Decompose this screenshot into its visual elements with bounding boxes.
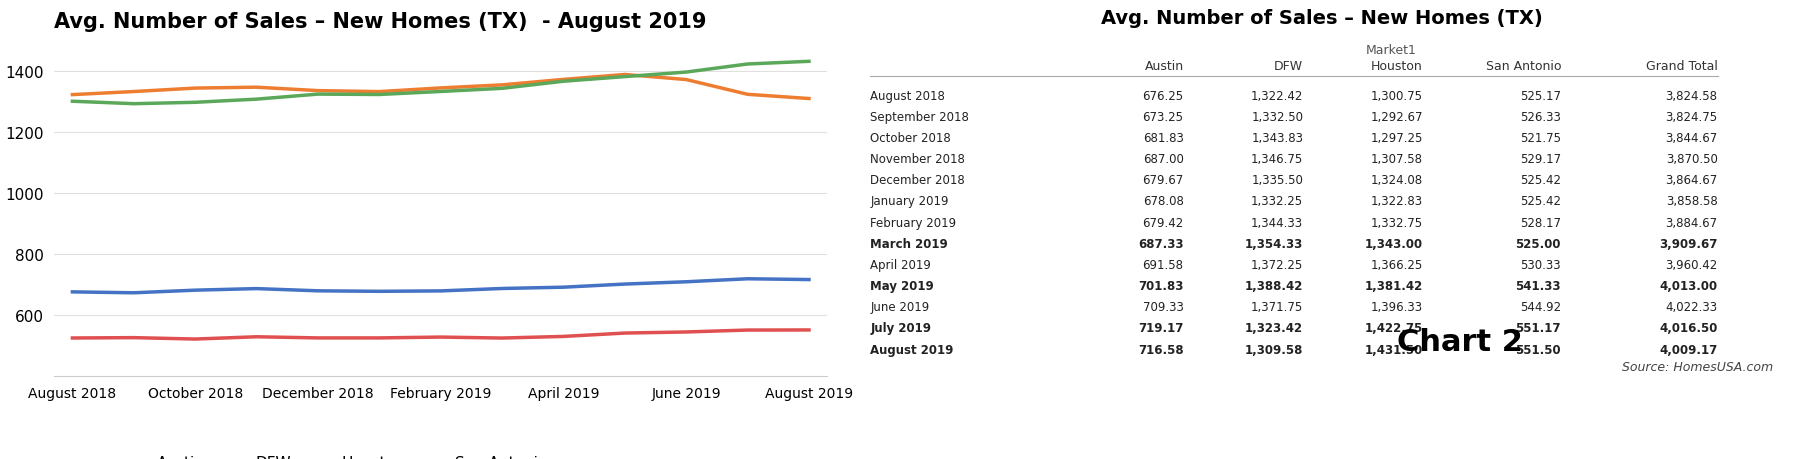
Text: 687.00: 687.00: [1143, 153, 1184, 166]
Text: Houston: Houston: [1372, 60, 1424, 73]
Text: San Antonio: San Antonio: [1485, 60, 1561, 73]
Text: 4,022.33: 4,022.33: [1665, 301, 1717, 313]
Text: January 2019: January 2019: [871, 195, 949, 208]
Text: 719.17: 719.17: [1138, 322, 1184, 335]
Text: 1,422.75: 1,422.75: [1364, 322, 1424, 335]
Text: 525.42: 525.42: [1519, 195, 1561, 208]
Text: 1,396.33: 1,396.33: [1372, 301, 1424, 313]
Text: 1,335.50: 1,335.50: [1251, 174, 1303, 187]
Text: 4,016.50: 4,016.50: [1660, 322, 1717, 335]
Text: 679.67: 679.67: [1143, 174, 1184, 187]
Text: 528.17: 528.17: [1519, 216, 1561, 229]
Text: 3,870.50: 3,870.50: [1665, 153, 1717, 166]
Text: 678.08: 678.08: [1143, 195, 1184, 208]
Text: 3,960.42: 3,960.42: [1665, 258, 1717, 271]
Text: Avg. Number of Sales – New Homes (TX)  - August 2019: Avg. Number of Sales – New Homes (TX) - …: [54, 11, 706, 32]
Text: Source: HomesUSA.com: Source: HomesUSA.com: [1622, 360, 1773, 373]
Text: 4,009.17: 4,009.17: [1660, 343, 1717, 356]
Legend: Austin, DFW, Houston, San Antonio: Austin, DFW, Houston, San Antonio: [115, 449, 554, 459]
Text: June 2019: June 2019: [871, 301, 931, 313]
Text: Grand Total: Grand Total: [1645, 60, 1717, 73]
Text: 1,372.25: 1,372.25: [1251, 258, 1303, 271]
Text: DFW: DFW: [1274, 60, 1303, 73]
Text: 3,858.58: 3,858.58: [1665, 195, 1717, 208]
Text: 1,332.50: 1,332.50: [1251, 111, 1303, 123]
Text: 541.33: 541.33: [1516, 280, 1561, 292]
Text: August 2018: August 2018: [871, 90, 945, 102]
Text: Market1: Market1: [1364, 44, 1417, 56]
Text: 1,322.42: 1,322.42: [1251, 90, 1303, 102]
Text: February 2019: February 2019: [871, 216, 956, 229]
Text: Austin: Austin: [1145, 60, 1184, 73]
Text: 676.25: 676.25: [1143, 90, 1184, 102]
Text: 551.50: 551.50: [1516, 343, 1561, 356]
Text: August 2019: August 2019: [871, 343, 954, 356]
Text: 3,844.67: 3,844.67: [1665, 132, 1717, 145]
Text: 1,343.00: 1,343.00: [1364, 237, 1424, 250]
Text: October 2018: October 2018: [871, 132, 950, 145]
Text: 3,864.67: 3,864.67: [1665, 174, 1717, 187]
Text: 3,884.67: 3,884.67: [1665, 216, 1717, 229]
Text: 679.42: 679.42: [1143, 216, 1184, 229]
Text: 1,309.58: 1,309.58: [1246, 343, 1303, 356]
Text: 525.17: 525.17: [1519, 90, 1561, 102]
Text: 530.33: 530.33: [1521, 258, 1561, 271]
Text: November 2018: November 2018: [871, 153, 965, 166]
Text: 1,332.75: 1,332.75: [1372, 216, 1424, 229]
Text: 1,371.75: 1,371.75: [1251, 301, 1303, 313]
Text: 1,297.25: 1,297.25: [1370, 132, 1424, 145]
Text: 521.75: 521.75: [1519, 132, 1561, 145]
Text: 1,354.33: 1,354.33: [1246, 237, 1303, 250]
Text: 1,292.67: 1,292.67: [1370, 111, 1424, 123]
Text: July 2019: July 2019: [871, 322, 931, 335]
Text: 681.83: 681.83: [1143, 132, 1184, 145]
Text: 673.25: 673.25: [1143, 111, 1184, 123]
Text: 1,346.75: 1,346.75: [1251, 153, 1303, 166]
Text: 1,332.25: 1,332.25: [1251, 195, 1303, 208]
Text: 1,322.83: 1,322.83: [1372, 195, 1424, 208]
Text: 716.58: 716.58: [1138, 343, 1184, 356]
Text: 529.17: 529.17: [1519, 153, 1561, 166]
Text: May 2019: May 2019: [871, 280, 934, 292]
Text: December 2018: December 2018: [871, 174, 965, 187]
Text: September 2018: September 2018: [871, 111, 970, 123]
Text: 525.42: 525.42: [1519, 174, 1561, 187]
Text: 1,300.75: 1,300.75: [1372, 90, 1424, 102]
Text: 701.83: 701.83: [1138, 280, 1184, 292]
Text: March 2019: March 2019: [871, 237, 949, 250]
Text: 3,909.67: 3,909.67: [1660, 237, 1717, 250]
Text: 544.92: 544.92: [1519, 301, 1561, 313]
Text: 1,307.58: 1,307.58: [1372, 153, 1424, 166]
Text: 3,824.58: 3,824.58: [1665, 90, 1717, 102]
Text: 709.33: 709.33: [1143, 301, 1184, 313]
Text: 1,344.33: 1,344.33: [1251, 216, 1303, 229]
Text: 1,366.25: 1,366.25: [1370, 258, 1424, 271]
Text: 1,431.50: 1,431.50: [1364, 343, 1424, 356]
Text: 525.00: 525.00: [1516, 237, 1561, 250]
Text: 1,324.08: 1,324.08: [1372, 174, 1424, 187]
Text: 526.33: 526.33: [1521, 111, 1561, 123]
Text: 687.33: 687.33: [1138, 237, 1184, 250]
Text: 1,388.42: 1,388.42: [1246, 280, 1303, 292]
Text: Avg. Number of Sales – New Homes (TX): Avg. Number of Sales – New Homes (TX): [1102, 9, 1543, 28]
Text: 3,824.75: 3,824.75: [1665, 111, 1717, 123]
Text: 691.58: 691.58: [1143, 258, 1184, 271]
Text: Chart 2: Chart 2: [1397, 327, 1523, 356]
Text: 1,343.83: 1,343.83: [1251, 132, 1303, 145]
Text: April 2019: April 2019: [871, 258, 931, 271]
Text: 1,323.42: 1,323.42: [1246, 322, 1303, 335]
Text: 4,013.00: 4,013.00: [1660, 280, 1717, 292]
Text: 1,381.42: 1,381.42: [1364, 280, 1424, 292]
Text: 551.17: 551.17: [1516, 322, 1561, 335]
